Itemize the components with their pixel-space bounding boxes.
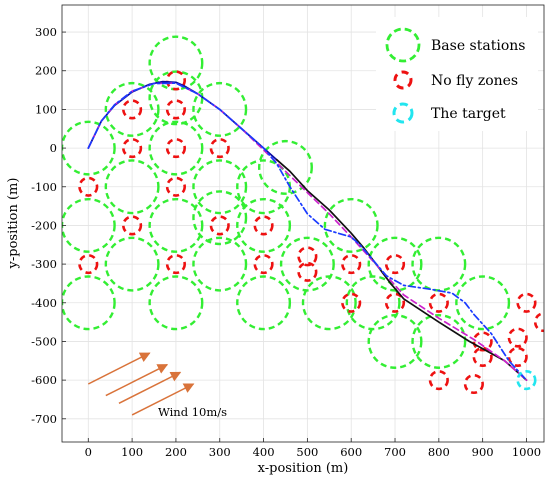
- no-fly-zone-circle: [78, 254, 99, 275]
- base-station-circle: [62, 275, 116, 331]
- base-station-circle: [367, 236, 423, 292]
- no-fly-zone-circle: [297, 261, 318, 282]
- base-station-circle: [192, 236, 248, 292]
- base-station-circle: [236, 197, 292, 253]
- legend-label-target: The target: [431, 106, 506, 122]
- base-station-circle: [148, 120, 204, 176]
- legend-label-no-fly-zone: No fly zones: [431, 73, 518, 89]
- wind-arrow: [87, 352, 151, 385]
- no-fly-zone-circle: [209, 215, 230, 236]
- y-tick-label: 200: [35, 64, 57, 78]
- no-fly-zone-circle: [472, 346, 493, 367]
- no-fly-zone-circle: [122, 99, 143, 120]
- legend-swatch-target: [392, 102, 414, 124]
- no-fly-zone-circle: [428, 292, 449, 313]
- no-fly-zone-circle: [428, 370, 449, 391]
- base-station-circle: [455, 275, 511, 331]
- y-tick-label: -500: [31, 334, 57, 348]
- x-axis-title: x-position (m): [258, 461, 349, 476]
- no-fly-zone-circle: [253, 215, 274, 236]
- x-tick-label: 0: [85, 445, 92, 459]
- base-station-circle: [148, 197, 204, 253]
- base-station-circle: [301, 275, 357, 331]
- no-fly-zone-circle: [165, 138, 186, 159]
- x-tick-label: 1000: [512, 445, 541, 459]
- plot-frame: [61, 4, 545, 443]
- x-tick-label: 900: [472, 445, 494, 459]
- legend-swatch-base-station: [385, 27, 421, 63]
- y-axis-title: y-position (m): [6, 178, 21, 270]
- y-tick-label: 300: [35, 25, 57, 39]
- no-fly-zone-circle: [165, 176, 186, 197]
- base-station-circle: [236, 275, 292, 331]
- no-fly-zone-circle: [384, 292, 406, 313]
- target-circle: [516, 370, 537, 391]
- axis-ticks: 0 100 200 300 400 500 600 700 800 900 100030020010…: [31, 25, 541, 459]
- base-station-circle: [104, 81, 160, 137]
- no-fly-zone-circle: [78, 176, 99, 197]
- base-station-circle: [192, 81, 248, 137]
- base-station-circle: [104, 236, 160, 292]
- legend-swatch-no-fly-zone: [393, 70, 413, 90]
- no-fly-zone-circle: [122, 215, 143, 236]
- trajectory-path: [87, 82, 528, 381]
- no-fly-zone-circle: [507, 346, 528, 367]
- base-station-circle: [62, 120, 116, 176]
- no-fly-zone-circle: [297, 246, 318, 267]
- x-tick-label: 100: [121, 445, 143, 459]
- y-tick-label: -400: [31, 296, 57, 310]
- wind-arrow: [131, 383, 195, 416]
- wind-arrow: [105, 363, 169, 397]
- y-tick-label: -600: [31, 373, 57, 387]
- no-fly-zone-circle: [472, 331, 493, 352]
- base-station-circle: [192, 159, 248, 215]
- base-station-circle: [367, 313, 423, 369]
- wind-annotation: Wind 10m/s: [158, 405, 227, 419]
- base-station-circle: [148, 275, 204, 331]
- no-fly-zone-circle: [507, 327, 528, 348]
- y-tick-label: 100: [35, 102, 57, 116]
- x-tick-label: 200: [165, 445, 187, 459]
- base-station-circle: [192, 190, 248, 246]
- legend-label-base-station: Base stations: [431, 38, 525, 54]
- x-tick-label: 700: [384, 445, 406, 459]
- no-fly-zone-circle: [165, 70, 186, 91]
- base-station-circle: [323, 197, 379, 253]
- no-fly-zone-circle: [463, 373, 484, 395]
- y-tick-label: -200: [31, 218, 57, 232]
- no-fly-zone-circle: [165, 254, 186, 275]
- no-fly-zone-circle: [341, 292, 362, 313]
- x-tick-label: 300: [209, 445, 231, 459]
- y-tick-label: -700: [31, 412, 57, 426]
- no-fly-zone-circle: [341, 254, 362, 275]
- x-tick-label: 500: [296, 445, 318, 459]
- legend: Base stations No fly zones The target: [376, 17, 538, 131]
- no-fly-zone-circle: [165, 99, 186, 120]
- no-fly-zone-circle: [384, 254, 406, 275]
- y-tick-label: -100: [31, 180, 57, 194]
- y-tick-label: 0: [50, 141, 57, 155]
- wind-arrow: [118, 371, 182, 404]
- no-fly-zone-circle: [253, 254, 274, 275]
- x-tick-label: 600: [340, 445, 362, 459]
- no-fly-zone-circle: [122, 138, 143, 159]
- base-station-circle: [257, 139, 313, 195]
- x-tick-label: 400: [253, 445, 275, 459]
- no-fly-zone-circle: [209, 138, 230, 159]
- legend-box: [376, 17, 538, 131]
- no-fly-zone-circle: [516, 292, 537, 313]
- base-station-circle: [411, 313, 467, 369]
- base-station-circle: [62, 197, 116, 253]
- base-station-circle: [104, 159, 160, 215]
- chart-marks: [62, 35, 544, 416]
- y-tick-label: -300: [31, 257, 57, 271]
- x-tick-label: 800: [428, 445, 450, 459]
